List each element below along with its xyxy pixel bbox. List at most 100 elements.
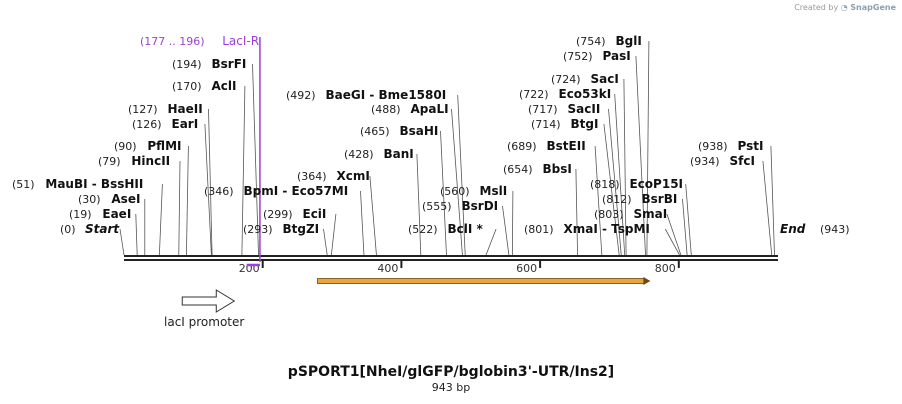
site-label-sfci[interactable]: SfcI: [730, 154, 755, 168]
site-pos-ecop15i: (818): [590, 178, 620, 191]
site-label-hincii[interactable]: HincII: [131, 154, 170, 168]
primer-label-laci-r[interactable]: LacI-R: [222, 34, 259, 48]
site-label-bani[interactable]: BanI: [384, 147, 414, 161]
ruler-label-600: 600: [516, 262, 537, 275]
site-pos-saci: (724): [551, 73, 581, 86]
site-label-saci[interactable]: SacI: [591, 72, 619, 86]
site-leader-ecop15i: [685, 183, 692, 256]
end-pos: (943): [820, 223, 850, 236]
site-leader-bpmi-eco57mi: [360, 190, 365, 256]
site-leader-bbsi: [575, 168, 578, 256]
site-leader-xmai-tspmi: [664, 228, 680, 256]
site-pos-eaei: (19): [69, 208, 92, 221]
site-pos-ecii: (299): [263, 208, 293, 221]
site-leader-btgi: [603, 123, 620, 256]
site-pos-btgi: (714): [531, 118, 561, 131]
site-label-xcmi[interactable]: XcmI: [337, 169, 370, 183]
site-pos-haeii: (127): [128, 103, 158, 116]
site-pos-msli: (560): [440, 185, 470, 198]
primer-layer: [246, 37, 261, 267]
site-label-msli[interactable]: MslI: [480, 184, 508, 198]
site-leaders: [119, 40, 775, 256]
site-label-bsrdi[interactable]: BsrDI: [462, 199, 499, 213]
ruler-label-800: 800: [655, 262, 676, 275]
site-label-btgi[interactable]: BtgI: [571, 117, 599, 131]
site-pos-sacii: (717): [528, 103, 558, 116]
site-label-bsrfi[interactable]: BsrFI: [212, 57, 247, 71]
features-layer: [181, 277, 651, 313]
site-label-acli[interactable]: AclI: [212, 79, 237, 93]
site-label-bgli[interactable]: BglI: [616, 34, 642, 48]
site-label-psti[interactable]: PstI: [738, 139, 764, 153]
site-label-bsrbi[interactable]: BsrBI: [642, 192, 678, 206]
feature-orf-arrowhead: [643, 277, 651, 285]
feature-label-lacI-promoter: lacI promoter: [164, 315, 245, 329]
site-label-apali[interactable]: ApaLI: [411, 102, 449, 116]
site-label-asei[interactable]: AseI: [111, 192, 140, 206]
site-leader-msli: [511, 190, 514, 256]
site-leader-smai: [666, 213, 682, 256]
site-label-xmai-tspmi[interactable]: XmaI - TspMI: [564, 222, 650, 236]
site-label-eari[interactable]: EarI: [172, 117, 199, 131]
site-leader-bcli: [485, 228, 497, 256]
site-pos-psti: (938): [698, 140, 728, 153]
site-pos-pflmi: (90): [114, 140, 137, 153]
site-label-pflmi[interactable]: PflMI: [147, 139, 181, 153]
site-label-bbsi[interactable]: BbsI: [543, 162, 572, 176]
site-pos-eco53ki: (722): [519, 88, 549, 101]
site-leader-hincii: [178, 160, 181, 256]
site-label-sacii[interactable]: SacII: [568, 102, 601, 116]
site-leader-apali: [451, 108, 463, 256]
feature-lacI-promoter-arrow[interactable]: [181, 289, 236, 313]
site-pos-bpmi-eco57mi: (346): [204, 185, 234, 198]
site-pos-bgli: (754): [576, 35, 606, 48]
site-leader-saci: [623, 78, 627, 256]
site-label-bcli[interactable]: BclI *: [448, 222, 484, 236]
site-pos-bsrfi: (194): [172, 58, 202, 71]
site-label-eco53ki[interactable]: Eco53kI: [559, 87, 612, 101]
site-leader-bsrfi: [252, 63, 259, 256]
site-pos-xcmi: (364): [297, 170, 327, 183]
site-label-bsahi[interactable]: BsaHI: [400, 124, 439, 138]
ruler-label-400: 400: [377, 262, 398, 275]
site-leader-ecii: [330, 213, 337, 256]
site-pos-bsrdi: (555): [422, 200, 452, 213]
site-label-bsteii[interactable]: BstEII: [547, 139, 586, 153]
site-leader-baegi-bme1580i: [457, 94, 466, 256]
site-pos-bcli: (522): [408, 223, 438, 236]
credit-brand: SnapGene: [850, 3, 896, 12]
site-label-bpmi-eco57mi[interactable]: BpmI - Eco57MI: [244, 184, 349, 198]
site-pos-smai: (803): [594, 208, 624, 221]
site-label-ecii[interactable]: EciI: [303, 207, 327, 221]
site-label-ecop15i[interactable]: EcoP15I: [630, 177, 684, 191]
site-labels: (177 .. 196) LacI-R (194) BsrFI (170) AclI (12…: [12, 34, 850, 236]
site-pos-pasi: (752): [563, 50, 593, 63]
site-label-maubi-bsshii[interactable]: MauBI - BssHII: [45, 177, 143, 191]
site-label-haeii[interactable]: HaeII: [168, 102, 203, 116]
site-leader-sacii: [608, 108, 622, 256]
site-pos-eari: (126): [132, 118, 162, 131]
site-leader-maubi-bsshii: [158, 183, 163, 256]
site-label-smai[interactable]: SmaI: [634, 207, 668, 221]
dna-backbone: [124, 255, 778, 261]
start-pos: (0): [60, 223, 76, 236]
site-pos-hincii: (79): [98, 155, 121, 168]
site-pos-baegi-bme1580i: (492): [286, 89, 316, 102]
site-label-eaei[interactable]: EaeI: [102, 207, 131, 221]
site-pos-apali: (488): [371, 103, 401, 116]
credit-prefix: Created by: [794, 3, 839, 12]
site-leader-haeii: [208, 108, 213, 256]
site-label-pasi[interactable]: PasI: [603, 49, 631, 63]
site-leader-eari: [204, 123, 212, 256]
site-label-btgzi[interactable]: BtgZI: [283, 222, 320, 236]
site-pos-maubi-bsshii: (51): [12, 178, 35, 191]
plasmid-title: pSPORT1[NheI/glGFP/bglobin3'-UTR/Ins2]: [287, 364, 615, 380]
site-leader-pasi: [635, 55, 646, 256]
end-label: End: [780, 222, 806, 236]
feature-orf-bar[interactable]: [317, 278, 645, 284]
snapgene-logo-icon: ◔: [840, 3, 848, 12]
site-label-baegi-bme1580i[interactable]: BaeGI - Bme1580I: [326, 88, 447, 102]
site-leader-eco53ki: [614, 93, 626, 256]
start-leader: [119, 228, 125, 256]
